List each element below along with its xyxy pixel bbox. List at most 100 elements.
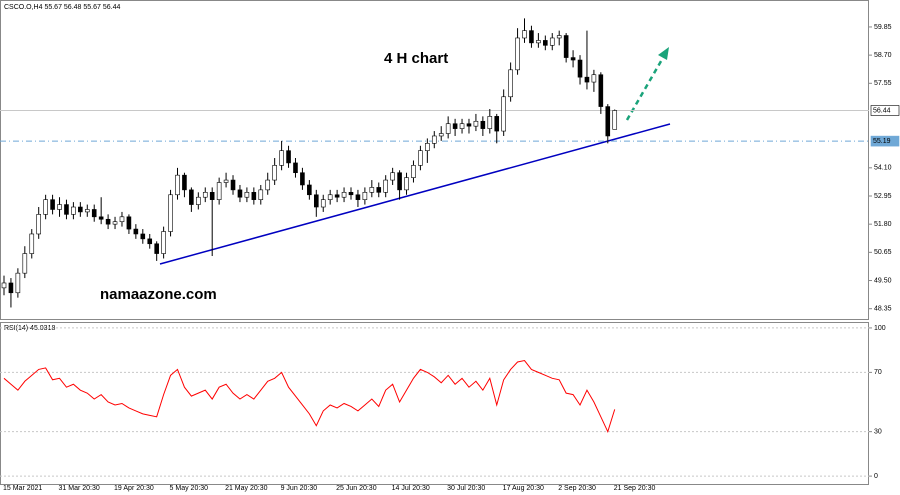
- rsi-line: [3, 359, 616, 434]
- candle-body: [341, 192, 347, 198]
- candle-body: [452, 123, 458, 129]
- candle-body: [22, 253, 28, 274]
- x-tick-label: 31 Mar 20:30: [59, 485, 100, 492]
- candle-body: [15, 272, 21, 294]
- candle-body: [418, 150, 423, 166]
- candle-body: [251, 192, 257, 200]
- candle-body: [383, 179, 389, 193]
- candle-body: [189, 189, 194, 205]
- candle-body: [494, 116, 500, 132]
- candle-body: [216, 182, 222, 200]
- x-tick-label: 9 Jun 20:30: [281, 485, 318, 492]
- candle-body: [404, 177, 409, 191]
- y-tick-label: 0: [874, 473, 878, 480]
- price-label: 55.19: [873, 138, 891, 145]
- candle-body: [307, 184, 312, 196]
- forecast-arrow: [625, 55, 666, 121]
- candle-body: [556, 35, 562, 39]
- candle-body: [279, 150, 284, 166]
- candle-body: [300, 172, 305, 186]
- candle-body: [529, 30, 534, 44]
- y-tick-label: 58.70: [874, 52, 892, 59]
- candle-body: [196, 196, 201, 205]
- annotation: namaazone.com: [100, 286, 217, 303]
- candle-body: [598, 74, 604, 107]
- candle-body: [286, 150, 291, 164]
- trend-line: [159, 123, 671, 265]
- candle-body: [161, 231, 166, 254]
- candle-body: [140, 233, 146, 240]
- candle-body: [536, 40, 541, 44]
- x-tick-label: 5 May 20:30: [170, 485, 209, 492]
- candle-body: [425, 143, 430, 151]
- x-tick-label: 21 Sep 20:30: [614, 485, 656, 492]
- candle-body: [431, 135, 437, 144]
- y-tick-label: 52.95: [874, 193, 892, 200]
- candle-body: [223, 179, 229, 183]
- candle-body: [543, 40, 548, 46]
- candle-body: [501, 96, 506, 132]
- candle-body: [508, 69, 513, 98]
- candle-body: [154, 243, 159, 254]
- candle-body: [202, 192, 208, 198]
- candle-body: [133, 228, 139, 235]
- candle-body: [369, 187, 375, 193]
- x-tick-label: 14 Jul 20:30: [392, 485, 430, 492]
- y-tick-label: 30: [874, 428, 882, 435]
- candle-body: [397, 172, 402, 191]
- candle-body: [605, 106, 611, 137]
- candle-body: [334, 194, 340, 198]
- candle-body: [438, 133, 444, 137]
- candle-body: [36, 214, 42, 235]
- rsi-frame: [0, 322, 869, 485]
- y-tick-label: 70: [874, 369, 882, 376]
- candle-body: [570, 57, 576, 61]
- candle-body: [272, 165, 277, 181]
- candle-body: [230, 179, 236, 191]
- candle-body: [577, 59, 583, 78]
- y-tick-label: 49.50: [874, 277, 892, 284]
- candle-body: [71, 206, 76, 215]
- candle-body: [563, 35, 569, 58]
- candle-body: [320, 199, 326, 208]
- main-frame: [0, 0, 869, 320]
- candle-body: [126, 216, 132, 230]
- candle-body: [487, 116, 493, 129]
- candle-body: [84, 209, 90, 213]
- candle-body: [237, 189, 243, 198]
- candle-body: [265, 179, 271, 191]
- x-tick-label: 21 May 20:30: [225, 485, 268, 492]
- candle-body: [105, 218, 111, 225]
- candle-body: [64, 204, 69, 215]
- candle-body: [522, 30, 527, 39]
- candle-body: [584, 76, 590, 83]
- candle-body: [473, 120, 479, 127]
- candle-body: [293, 162, 298, 174]
- candle-body: [355, 194, 361, 200]
- candle-body: [466, 123, 472, 127]
- candle-body: [459, 123, 465, 129]
- x-tick-label: 25 Jun 20:30: [336, 485, 377, 492]
- candle-body: [50, 199, 55, 210]
- candle-body: [612, 110, 618, 130]
- y-tick-label: 48.35: [874, 306, 892, 313]
- candle-body: [182, 174, 187, 191]
- price-label-box: [870, 105, 900, 116]
- price-label-box: [870, 135, 900, 147]
- candle-body: [43, 199, 48, 215]
- candle-body: [515, 37, 520, 71]
- y-tick-label: 100: [874, 325, 886, 332]
- candle-body: [362, 192, 368, 200]
- arrow-head: [658, 47, 669, 60]
- y-tick-label: 54.10: [874, 165, 892, 172]
- candle-body: [327, 194, 333, 200]
- candle-body: [119, 216, 125, 223]
- candle-body: [376, 187, 382, 193]
- candle-body: [313, 194, 319, 208]
- x-tick-label: 17 Aug 20:30: [503, 485, 544, 492]
- candle-body: [209, 192, 215, 200]
- chart-title: CSCO.O,H4 55.67 56.48 55.67 56.44: [4, 4, 120, 11]
- candle-body: [445, 123, 451, 134]
- candle-body: [1, 282, 7, 289]
